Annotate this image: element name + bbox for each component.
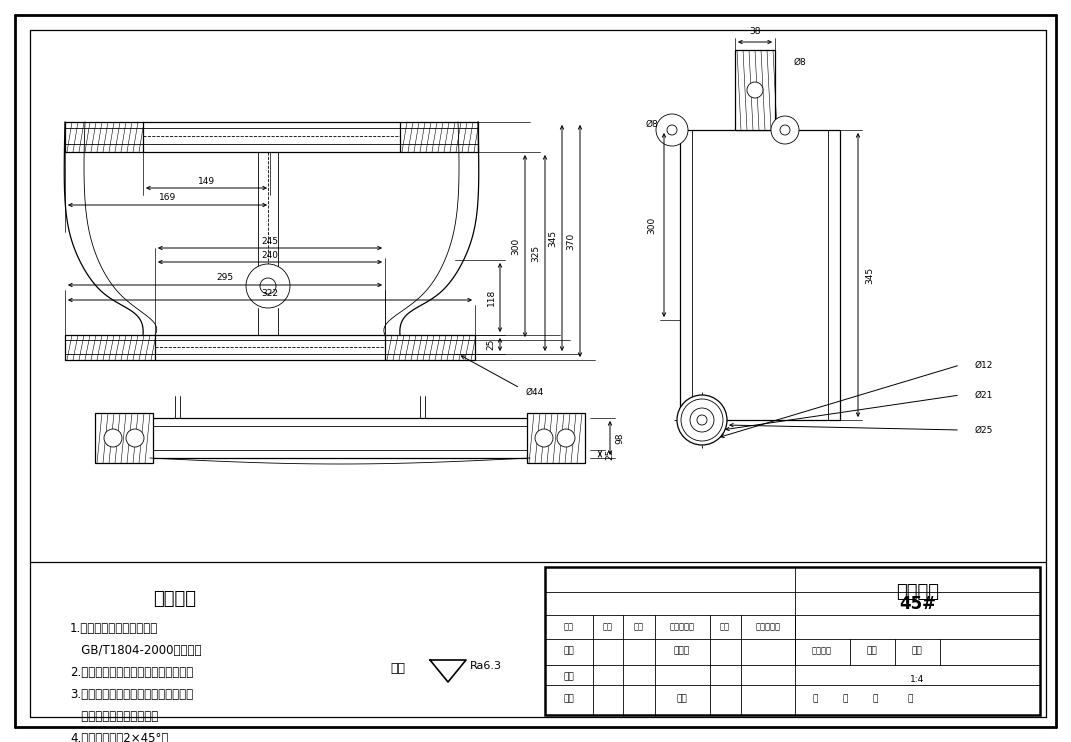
Text: Ø12: Ø12	[975, 361, 994, 370]
Text: 38: 38	[750, 27, 760, 36]
Text: 比例: 比例	[911, 646, 922, 655]
Text: 签名: 签名	[720, 623, 730, 631]
Text: 370: 370	[567, 232, 575, 249]
Text: 295: 295	[216, 274, 233, 283]
Text: 4.未注倒角均为2×45°。: 4.未注倒角均为2×45°。	[70, 732, 168, 742]
Bar	[735, 50, 775, 130]
Bar	[65, 122, 144, 152]
Circle shape	[536, 429, 553, 447]
Text: 共: 共	[812, 695, 817, 703]
Text: 批准: 批准	[677, 695, 688, 703]
Text: 25: 25	[486, 339, 496, 350]
Bar	[545, 567, 1040, 715]
Text: 张: 张	[907, 695, 912, 703]
Text: 分区: 分区	[634, 623, 644, 631]
Text: GB/T1804-2000的要求。: GB/T1804-2000的要求。	[70, 644, 201, 657]
Text: 240: 240	[261, 251, 278, 260]
Circle shape	[677, 395, 727, 445]
Circle shape	[246, 264, 290, 308]
Text: 300: 300	[648, 217, 657, 234]
Text: Ra6.3: Ra6.3	[470, 661, 502, 671]
Circle shape	[260, 278, 276, 294]
Bar	[384, 335, 476, 360]
Circle shape	[126, 429, 144, 447]
Bar	[65, 335, 155, 360]
Text: 325: 325	[531, 244, 541, 262]
Circle shape	[746, 82, 763, 98]
Text: 标记: 标记	[564, 623, 574, 631]
Text: Ø25: Ø25	[975, 425, 994, 435]
Text: 25: 25	[605, 448, 615, 460]
Text: 技术要求: 技术要求	[153, 590, 196, 608]
Text: 149: 149	[198, 177, 215, 186]
Circle shape	[697, 415, 707, 425]
Text: 1:4: 1:4	[910, 674, 924, 683]
Text: 第: 第	[872, 695, 878, 703]
Text: 2.加工后的零件不允许有毛刺、飞边。: 2.加工后的零件不允许有毛刺、飞边。	[70, 666, 193, 679]
Circle shape	[690, 408, 714, 432]
Text: Ø8: Ø8	[794, 57, 806, 67]
Text: 322: 322	[261, 289, 278, 298]
Circle shape	[557, 429, 575, 447]
Text: 345: 345	[865, 266, 875, 283]
Text: 300: 300	[512, 237, 521, 255]
Text: 标准化: 标准化	[674, 646, 690, 655]
Bar	[95, 413, 153, 463]
Text: Ø21: Ø21	[975, 390, 994, 399]
Text: 审核: 审核	[563, 672, 574, 681]
Text: Ø8: Ø8	[646, 119, 659, 128]
Text: 等损伤零件表面的缺陷。: 等损伤零件表面的缺陷。	[70, 710, 159, 723]
Text: 更改文件号: 更改文件号	[669, 623, 694, 631]
Text: 118: 118	[486, 289, 496, 306]
Bar	[527, 413, 585, 463]
Text: 处数: 处数	[603, 623, 613, 631]
Text: 设计: 设计	[563, 646, 574, 655]
Bar	[399, 122, 478, 152]
Text: 其余: 其余	[390, 662, 405, 674]
Circle shape	[681, 399, 723, 441]
Text: 工艺: 工艺	[563, 695, 574, 703]
Text: 张: 张	[842, 695, 847, 703]
Text: 阶段标记: 阶段标记	[812, 646, 832, 655]
Text: 98: 98	[616, 433, 624, 444]
Text: 3.零件加工表面上，不应有划痕、擦伤: 3.零件加工表面上，不应有划痕、擦伤	[70, 688, 193, 701]
Text: 重量: 重量	[866, 646, 877, 655]
Text: 底部骨架: 底部骨架	[896, 582, 939, 600]
Text: 345: 345	[548, 229, 558, 246]
Circle shape	[657, 114, 688, 146]
Text: 45#: 45#	[899, 595, 936, 613]
Circle shape	[780, 125, 790, 135]
Circle shape	[771, 116, 799, 144]
Bar	[680, 130, 840, 420]
Text: Ø44: Ø44	[526, 387, 544, 396]
Text: 1.未注线性尺寸公差应符合: 1.未注线性尺寸公差应符合	[70, 622, 159, 635]
Circle shape	[667, 125, 677, 135]
Circle shape	[104, 429, 122, 447]
Text: 年、月、日: 年、月、日	[755, 623, 781, 631]
Text: 245: 245	[261, 237, 278, 246]
Text: 169: 169	[159, 194, 176, 203]
